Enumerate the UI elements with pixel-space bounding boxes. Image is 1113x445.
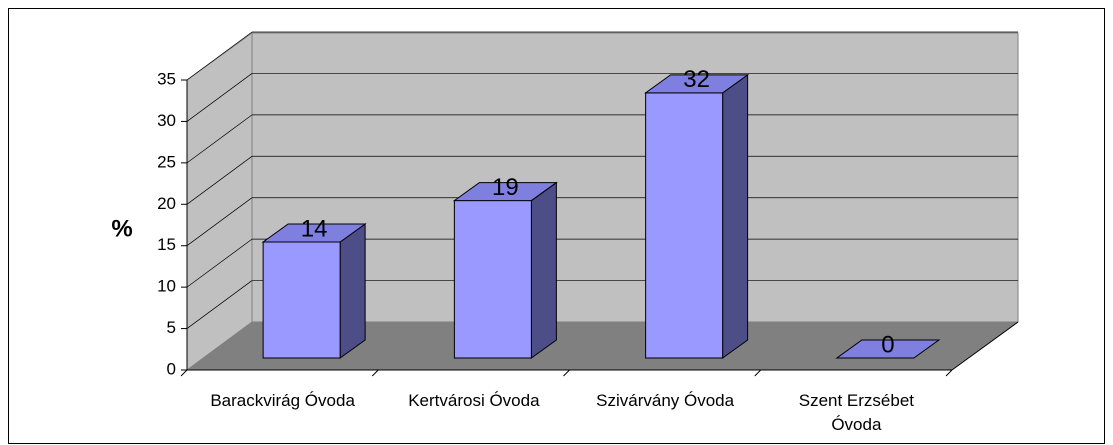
y-tick-label: 30 — [157, 111, 176, 130]
y-tick-label: 35 — [157, 69, 176, 88]
bar-side — [722, 73, 749, 359]
back-wall — [251, 32, 1019, 323]
bar-side — [530, 181, 557, 359]
bar — [645, 92, 724, 359]
y-tick-label: 0 — [167, 359, 176, 378]
bar — [453, 200, 532, 359]
grid-line — [186, 238, 253, 288]
x-tick — [563, 369, 570, 377]
x-tick — [180, 369, 188, 377]
bar-top — [261, 223, 367, 243]
x-tick-label: Szent Erzsébet Óvoda — [798, 391, 915, 434]
value-label: 19 — [492, 174, 519, 201]
bar-top — [835, 339, 941, 359]
y-tick-label: 10 — [157, 277, 176, 296]
value-label: 0 — [881, 331, 894, 358]
grid-line — [186, 73, 253, 122]
y-tick-label: 20 — [157, 194, 176, 213]
x-tick-label: Barackvirág Óvoda — [210, 391, 355, 410]
floor-edge — [951, 321, 1019, 371]
y-tick-label: 15 — [157, 235, 176, 254]
grid-line — [186, 114, 253, 164]
bar — [262, 241, 341, 359]
grid-line — [186, 31, 253, 81]
grid-line — [186, 197, 253, 246]
floor — [187, 322, 1018, 370]
value-label: 14 — [301, 215, 328, 242]
bar-side — [339, 223, 366, 359]
side-wall — [186, 32, 253, 371]
bar-top — [452, 182, 558, 202]
y-tick-label: 5 — [167, 318, 176, 337]
x-tick — [754, 369, 762, 377]
grid-line — [186, 156, 253, 205]
y-axis-label: % — [111, 215, 132, 242]
grid-line — [186, 280, 253, 329]
value-label: 32 — [683, 66, 710, 93]
y-tick-label: 25 — [157, 152, 176, 171]
bar-top — [644, 74, 750, 94]
x-tick — [945, 369, 953, 377]
x-tick-label: Szivárvány Óvoda — [596, 391, 735, 410]
x-tick — [371, 369, 379, 377]
x-tick-label: Kertvárosi Óvoda — [408, 391, 540, 410]
